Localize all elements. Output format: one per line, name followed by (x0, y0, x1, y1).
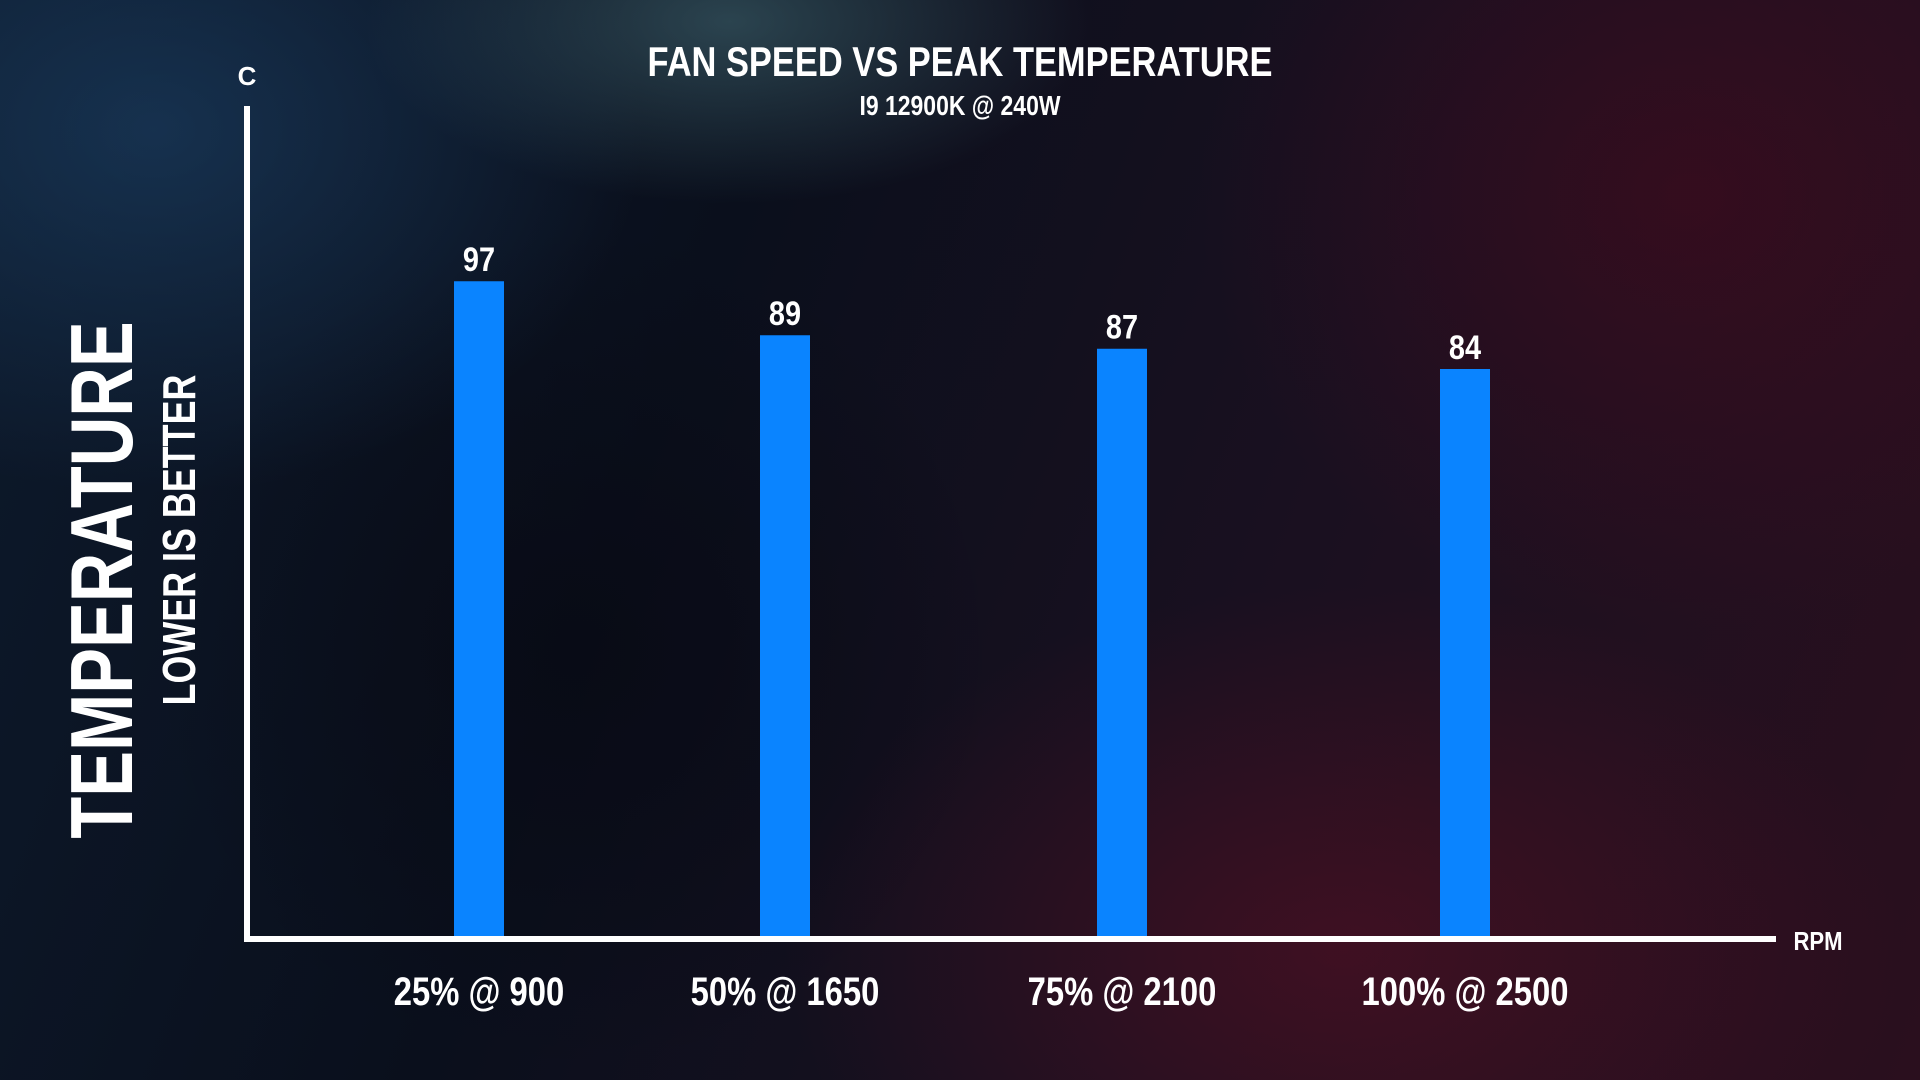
chart-title: FAN SPEED VS PEAK TEMPERATURE (648, 39, 1273, 86)
data-label-2: 89 (769, 294, 801, 333)
x-tick-label-2: 50% @ 1650 (691, 969, 880, 1014)
data-label-4: 84 (1449, 328, 1482, 367)
bar-2 (760, 335, 810, 936)
x-tick-label-1: 25% @ 900 (394, 969, 565, 1014)
bar-4 (1440, 369, 1490, 936)
x-tick-label-3: 75% @ 2100 (1028, 969, 1217, 1014)
x-axis-unit: RPM (1793, 927, 1842, 956)
chart-subtitle: I9 12900K @ 240W (859, 91, 1061, 122)
data-label-1: 97 (463, 240, 495, 279)
y-axis-unit: C (238, 61, 257, 91)
y-axis-label: TEMPERATURE (53, 321, 151, 838)
bars-group: 97 25% @ 900 89 50% @ 1650 87 75% @ 2100 84 100… (394, 240, 1569, 1014)
bar-3 (1097, 348, 1147, 936)
x-tick-label-4: 100% @ 2500 (1362, 969, 1569, 1014)
data-label-3: 87 (1106, 308, 1138, 347)
bar-1 (454, 281, 504, 936)
y-axis-sublabel: LOWER IS BETTER (154, 375, 205, 706)
